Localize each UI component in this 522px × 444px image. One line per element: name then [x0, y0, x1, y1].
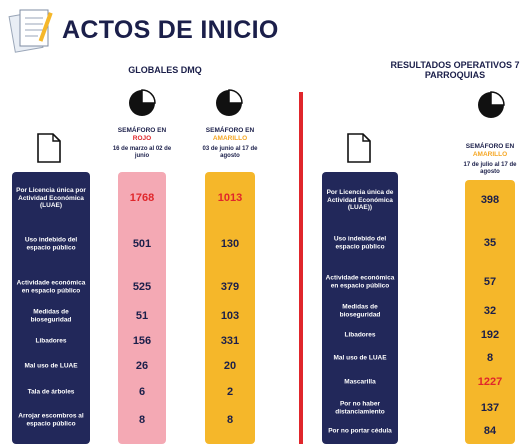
column-heading: SEMÁFORO EN ROJO 16 de marzo al 02 de juni…	[102, 127, 182, 160]
row-value: 35	[483, 237, 497, 249]
heading: SEMÁFORO EN	[117, 127, 167, 134]
row-label: Por no portar cédula	[328, 427, 392, 435]
section-title: RESULTADOS OPERATIVOS 7 PARROQUIAS	[390, 60, 520, 80]
row-value: 156	[132, 335, 152, 347]
row-label: Tala de árboles	[27, 388, 75, 396]
row-label: Por Licencia única por Actividad Económi…	[16, 186, 86, 209]
pie-icon	[129, 89, 156, 116]
label-column	[12, 172, 90, 444]
row-value: 8	[486, 352, 494, 364]
row-value: 1227	[477, 376, 503, 388]
heading: SEMÁFORO EN	[205, 127, 255, 134]
phase: AMARILLO	[472, 150, 508, 158]
row-value: 137	[480, 402, 500, 414]
row-value: 2	[226, 386, 234, 398]
row-value: 32	[483, 305, 497, 317]
heading: SEMÁFORO EN	[465, 143, 515, 150]
header-icon	[8, 9, 53, 53]
row-label: Medidas de bioseguridad	[30, 308, 72, 324]
row-value: 525	[132, 281, 152, 293]
row-value: 501	[132, 238, 152, 250]
phase: AMARILLO	[212, 134, 248, 142]
row-value: 8	[226, 414, 234, 426]
row-value: 192	[480, 329, 500, 341]
row-value: 398	[480, 194, 500, 206]
divider	[299, 92, 303, 444]
section-title: GLOBALES DMQ	[128, 65, 202, 75]
dates: 03 de junio al 17 de agosto	[202, 146, 258, 159]
row-label: Por no haber distanciamiento	[335, 400, 385, 416]
row-label: Mal uso de LUAE	[333, 354, 387, 362]
row-value: 1768	[129, 192, 155, 204]
row-value: 84	[483, 425, 497, 437]
row-value: 130	[220, 238, 240, 250]
value-column	[465, 180, 515, 444]
row-label: Mal uso de LUAE	[24, 362, 78, 370]
row-value: 103	[220, 310, 240, 322]
row-label: Mascarilla	[344, 378, 376, 386]
row-label: Medidas de bioseguridad	[339, 303, 381, 319]
column-heading: SEMÁFORO EN AMARILLO 03 de junio al 17 de …	[190, 127, 270, 160]
title: ACTOS DE INICIO	[62, 16, 279, 44]
row-label: Actividade económica en espacio público	[325, 274, 395, 290]
row-label: Libadores	[344, 331, 376, 339]
row-value: 51	[135, 310, 149, 322]
label-column	[322, 172, 398, 444]
pie-icon	[478, 91, 505, 118]
value-column	[205, 172, 255, 444]
row-value: 26	[135, 360, 149, 372]
row-value: 8	[138, 414, 146, 426]
row-label: Uso indebido del espacio público	[333, 235, 387, 251]
column-heading: SEMÁFORO EN AMARILLO 17 de julio al 17 de …	[450, 143, 522, 176]
pie-icon	[216, 89, 243, 116]
row-label: Libadores	[35, 337, 67, 345]
value-column	[118, 172, 166, 444]
row-value: 331	[220, 335, 240, 347]
phase: ROJO	[132, 134, 152, 142]
document-icon	[347, 133, 371, 163]
row-label: Uso indebido del espacio público	[24, 236, 78, 252]
dates: 16 de marzo al 02 de junio	[112, 146, 172, 159]
row-value: 57	[483, 276, 497, 288]
document-icon	[37, 133, 61, 163]
row-value: 379	[220, 281, 240, 293]
row-value: 1013	[217, 192, 243, 204]
row-value: 20	[223, 360, 237, 372]
row-value: 6	[138, 386, 146, 398]
row-label: Actividade económica en espacio público	[16, 279, 86, 295]
row-label: Por Licencia única de Actividad Económic…	[326, 188, 394, 211]
dates: 17 de julio al 17 de agosto	[463, 162, 517, 175]
row-label: Arrojar escombros al espacio público	[18, 412, 84, 428]
